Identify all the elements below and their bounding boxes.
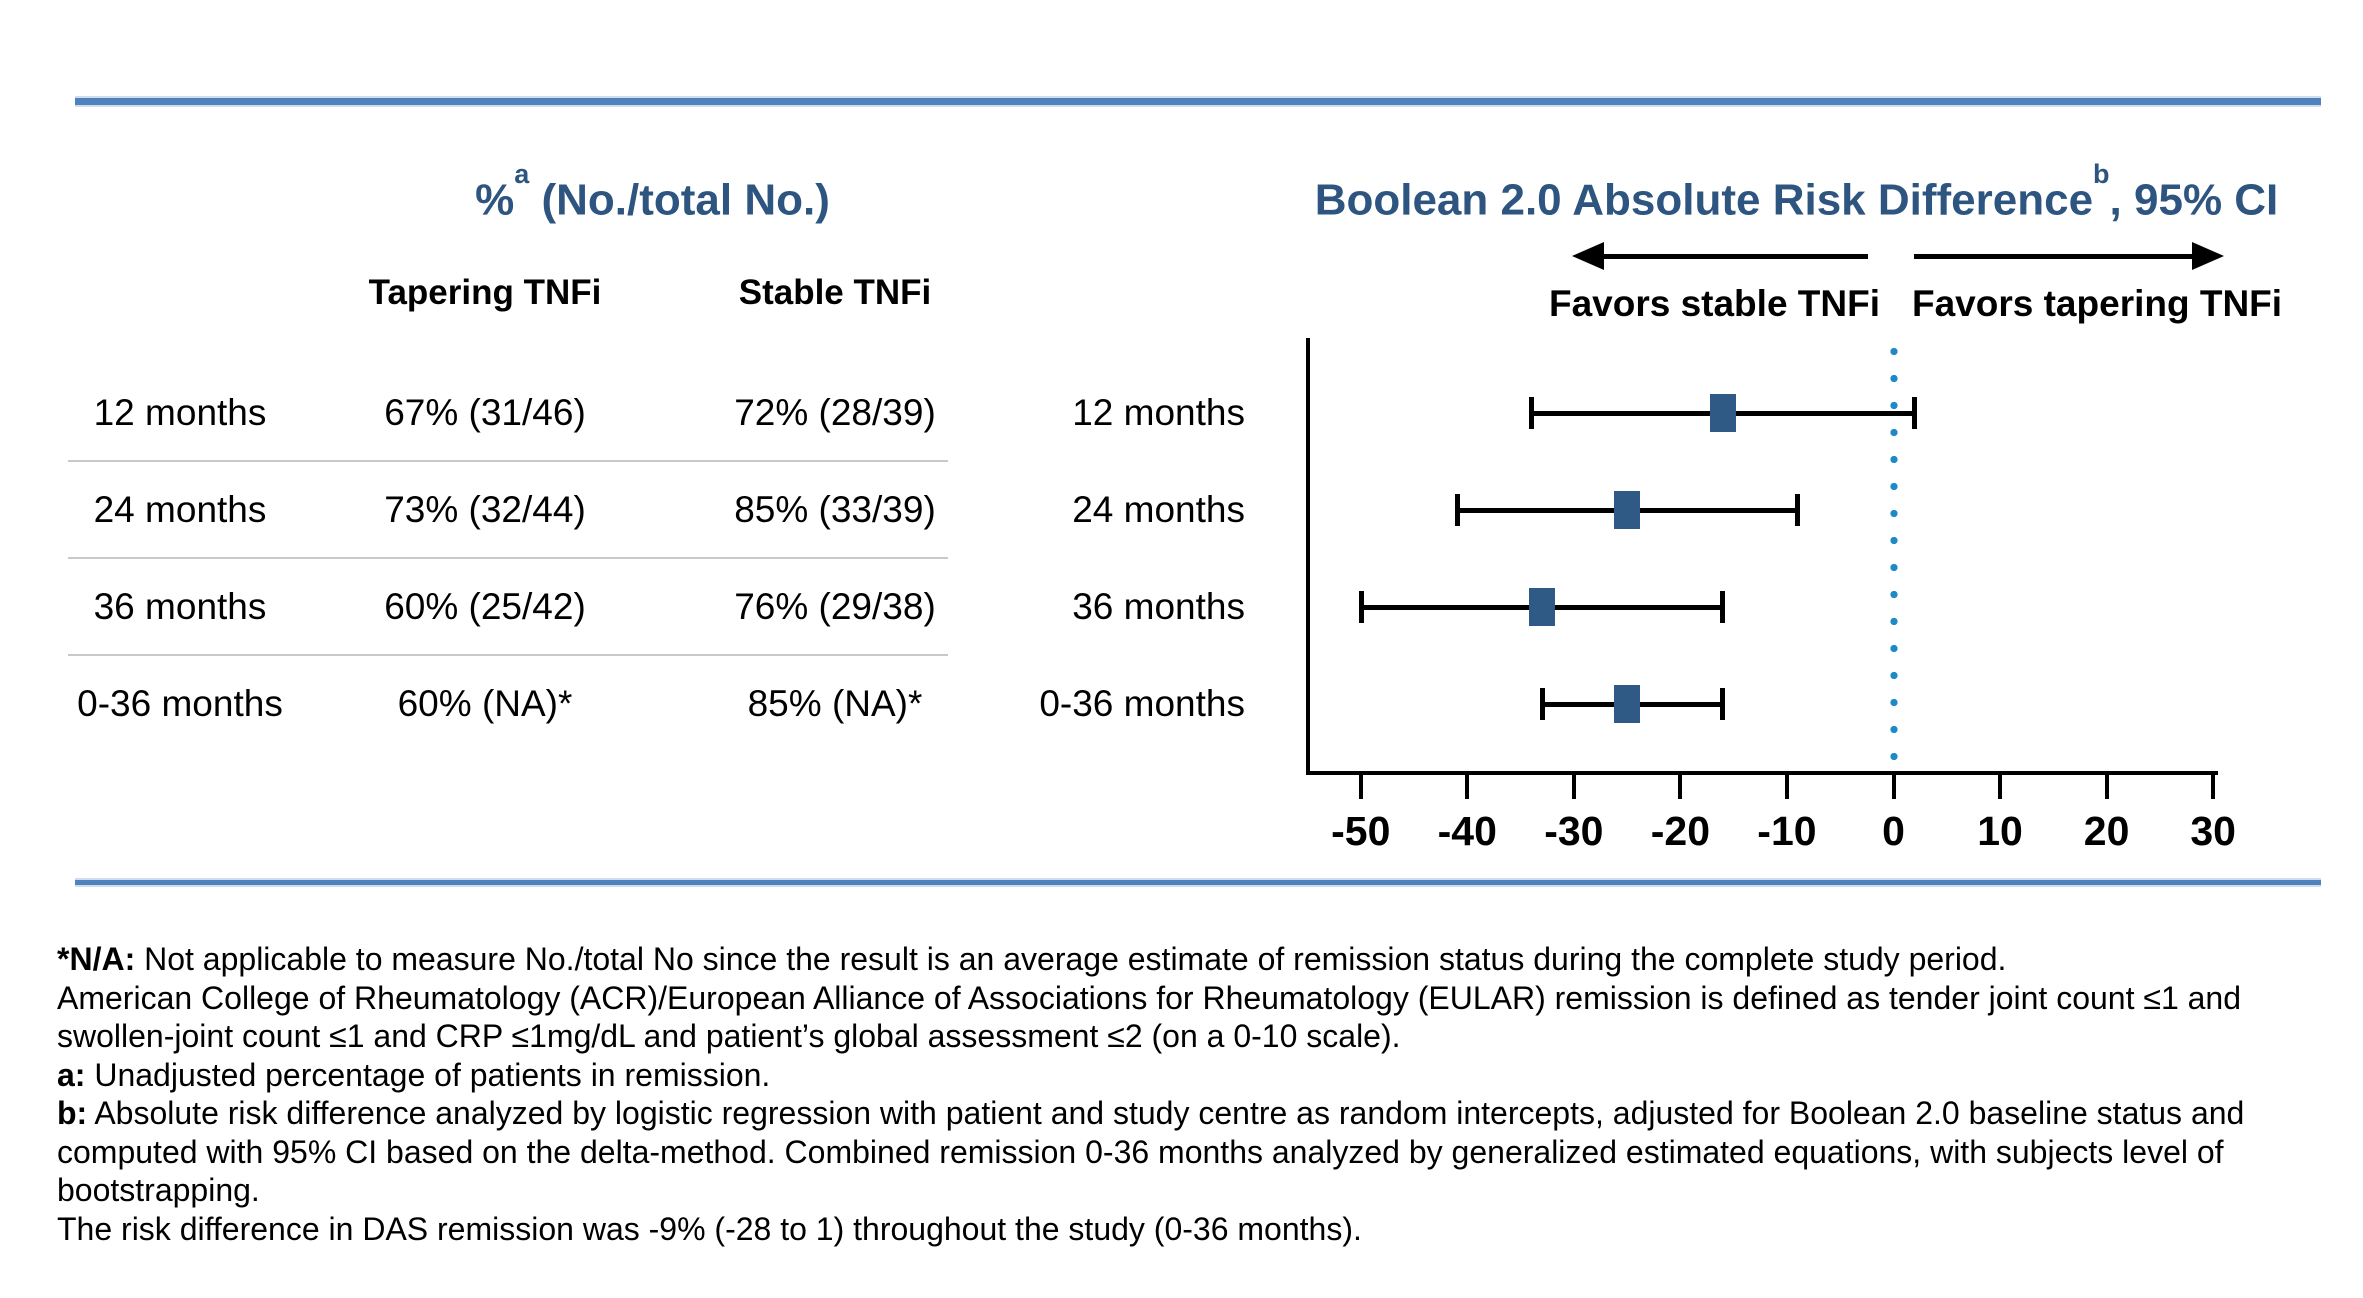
table-row-label: 24 months — [93, 489, 267, 530]
x-axis-tick — [1891, 775, 1896, 799]
table-row-label: 0-36 months — [77, 683, 283, 724]
point-estimate-marker — [1614, 491, 1641, 529]
table-title-prefix: % — [475, 175, 515, 225]
left-direction-arrow-icon — [1572, 242, 1870, 270]
ci-cap-low — [1539, 688, 1545, 720]
x-axis-tick-label: 20 — [2083, 808, 2130, 854]
forest-plot-area — [1306, 338, 2218, 775]
x-axis-tick-label: -20 — [1650, 808, 1711, 854]
x-axis-tick — [2211, 775, 2216, 799]
table-title-suffix: (No./total No.) — [529, 175, 830, 225]
point-estimate-marker — [1614, 685, 1641, 723]
ci-cap-low — [1454, 494, 1460, 526]
zero-reference-line — [1889, 338, 1898, 771]
table-row-divider — [68, 460, 948, 462]
x-axis-tick — [1784, 775, 1789, 799]
footnote-text: Unadjusted percentage of patients in rem… — [85, 1056, 771, 1093]
table-cell-tapering: 67% (31/46) — [384, 392, 586, 433]
footnote-text: Absolute risk difference analyzed by log… — [87, 1095, 2245, 1131]
right-arrowhead-icon — [2192, 242, 2224, 270]
x-axis-tick-label: -10 — [1757, 808, 1817, 854]
column-header-tapering-tnfi: Tapering TNFi — [368, 273, 602, 312]
footnote-bold-prefix: *N/A: — [57, 941, 136, 977]
table-row-label: 36 months — [93, 586, 267, 627]
footnote-line: b: Absolute risk difference analyzed by … — [57, 1094, 2337, 1133]
forest-row-label: 24 months — [1072, 489, 1245, 530]
top-divider-rule — [75, 96, 2321, 107]
footnote-line: American College of Rheumatology (ACR)/E… — [57, 979, 2337, 1018]
footnote-line: swollen-joint count ≤1 and CRP ≤1mg/dL a… — [57, 1017, 2337, 1056]
x-axis-tick-labels: -50 -40 -30 -20 -10 0 10 20 30 — [1306, 806, 2236, 858]
table-row-label: 12 months — [93, 392, 267, 433]
y-axis-line — [1306, 338, 1310, 775]
forest-row-labels: 12 months 24 months 36 months 0-36 months — [950, 338, 1245, 775]
table-cell-stable: 85% (33/39) — [734, 489, 936, 530]
x-axis-tick — [1358, 775, 1363, 799]
table-row-divider — [68, 557, 948, 559]
x-axis-line — [1306, 771, 2218, 775]
footnote-text: swollen-joint count ≤1 and CRP ≤1mg/dL a… — [57, 1018, 1401, 1054]
ci-cap-high — [1911, 397, 1917, 429]
point-estimate-marker — [1710, 394, 1737, 432]
x-axis-tick-label: -50 — [1331, 808, 1391, 854]
x-axis-tick-label: 30 — [2190, 808, 2236, 854]
table-cell-tapering: 73% (32/44) — [384, 489, 586, 530]
forest-row-label: 36 months — [1072, 586, 1245, 627]
bottom-divider-rule — [75, 878, 2321, 887]
ci-cap-high — [1720, 688, 1726, 720]
right-direction-arrow-icon — [1912, 242, 2224, 270]
column-header-stable-tnfi: Stable TNFi — [738, 273, 932, 312]
forest-row-label: 12 months — [1072, 392, 1245, 433]
forest-plot-title-suffix: , 95% CI — [2109, 175, 2279, 225]
table-title-superscript-a: a — [514, 159, 530, 189]
footnote-line: bootstrapping. — [57, 1171, 2337, 1210]
left-arrow-shaft — [1598, 254, 1868, 259]
footnote-text: American College of Rheumatology (ACR)/E… — [57, 979, 2242, 1016]
x-axis-tick — [1571, 775, 1576, 799]
footnote-line: The risk difference in DAS remission was… — [57, 1210, 2337, 1249]
favors-stable-label: Favors stable TNFi — [1548, 283, 1880, 324]
x-axis-tick — [1678, 775, 1683, 799]
x-axis-tick-label: -40 — [1437, 808, 1497, 854]
forest-plot-title-superscript-b: b — [2093, 159, 2110, 189]
table-cell-stable: 76% (29/38) — [734, 586, 936, 627]
forest-row-label: 0-36 months — [1039, 683, 1245, 724]
x-axis-ticks — [1306, 775, 2218, 801]
x-axis-tick-label: -30 — [1544, 808, 1604, 854]
point-estimate-marker — [1528, 588, 1555, 626]
footnote-text: Not applicable to measure No./total No s… — [135, 941, 2007, 977]
x-axis-tick-label: 0 — [1882, 808, 1905, 854]
footnote-line: a: Unadjusted percentage of patients in … — [57, 1056, 2337, 1095]
footnote-line: computed with 95% CI based on the delta-… — [57, 1133, 2337, 1172]
forest-plot-title: Boolean 2.0 Absolute Risk Differenceb, 9… — [1230, 159, 2363, 229]
favors-tapering-label: Favors tapering TNFi — [1912, 283, 2283, 324]
x-axis-tick — [1465, 775, 1470, 799]
x-axis-tick-label: 10 — [1977, 808, 2023, 854]
table-cell-tapering: 60% (NA)* — [397, 683, 573, 724]
footnote-text: computed with 95% CI based on the delta-… — [57, 1133, 2224, 1170]
footnote-text: The risk difference in DAS remission was… — [57, 1210, 1362, 1247]
ci-cap-high — [1720, 591, 1726, 623]
footnote-line: *N/A: Not applicable to measure No./tota… — [57, 940, 2337, 979]
footnote-text: bootstrapping. — [57, 1172, 260, 1208]
ci-cap-low — [1358, 591, 1364, 623]
table-row-divider — [68, 654, 948, 656]
x-axis-tick — [2104, 775, 2109, 799]
ci-cap-high — [1794, 494, 1800, 526]
table-cell-stable: 85% (NA)* — [747, 683, 923, 724]
right-arrow-shaft — [1914, 254, 2198, 259]
table-cell-tapering: 60% (25/42) — [384, 586, 586, 627]
footnotes-block: *N/A: Not applicable to measure No./tota… — [57, 940, 2337, 1248]
forest-plot-title-prefix: Boolean 2.0 Absolute Risk Difference — [1314, 175, 2094, 225]
footnote-bold-prefix: b: — [57, 1095, 88, 1131]
x-axis-tick — [1998, 775, 2003, 799]
footnote-bold-prefix: a: — [57, 1056, 86, 1093]
ci-cap-low — [1529, 397, 1535, 429]
table-title: %a (No./total No.) — [280, 159, 1025, 229]
table-cell-stable: 72% (28/39) — [734, 392, 936, 433]
